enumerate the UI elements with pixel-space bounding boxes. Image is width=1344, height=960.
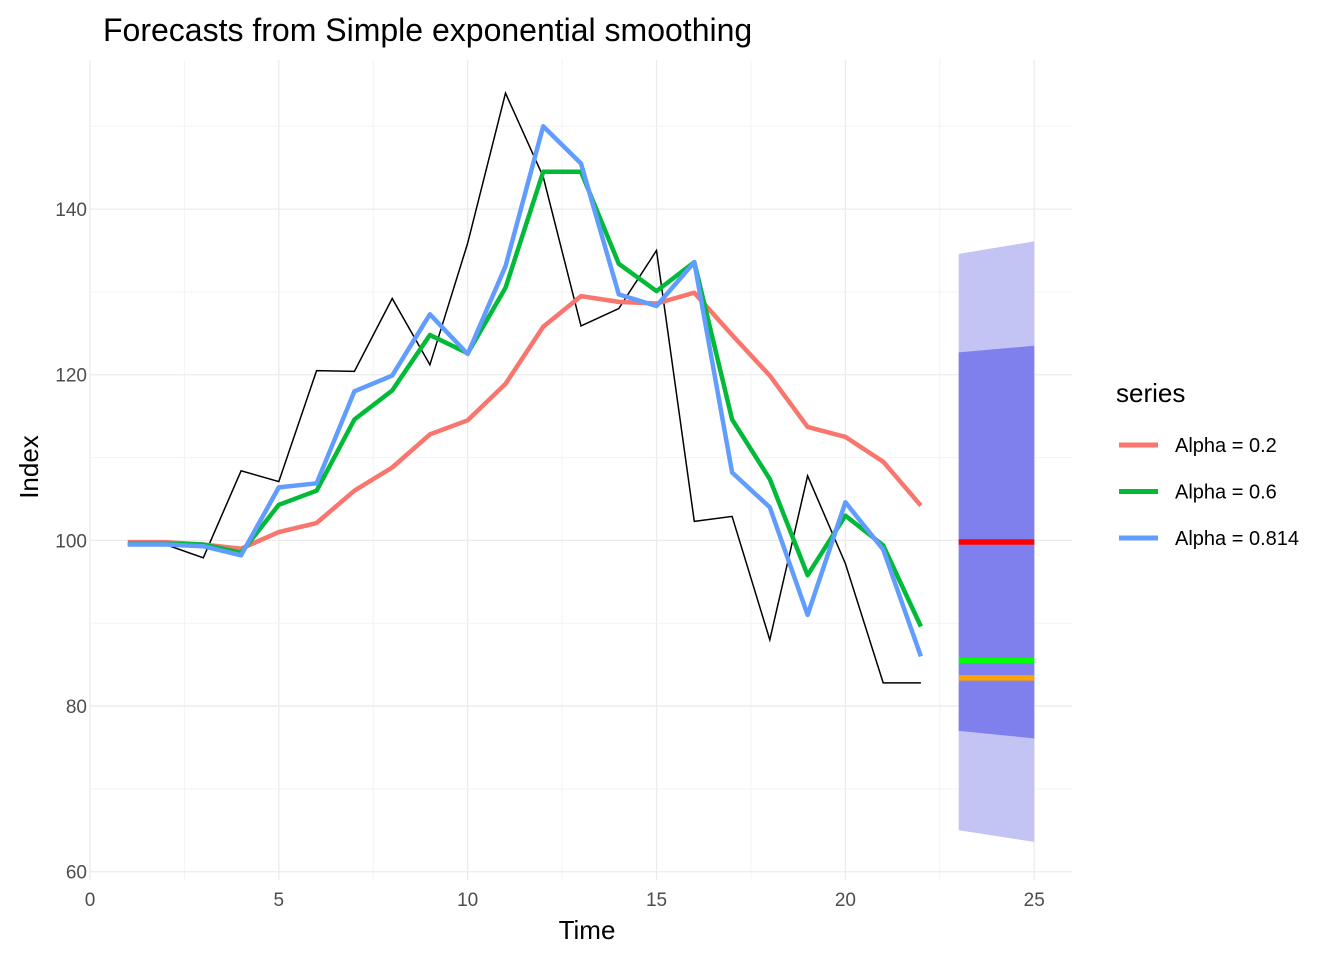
y-tick-label: 100 — [55, 531, 87, 552]
y-tick-label: 140 — [55, 200, 87, 221]
fitted-series-line — [127, 290, 923, 551]
fitted-series-line — [127, 124, 924, 658]
x-tick-label: 25 — [1024, 890, 1045, 911]
forecast-band — [958, 241, 1035, 842]
chart-title: Forecasts from Simple exponential smooth… — [103, 12, 752, 48]
fitted-series-line — [127, 169, 923, 628]
y-tick-label: 80 — [66, 697, 87, 718]
x-tick-label: 10 — [457, 890, 478, 911]
x-axis-title: Time — [559, 915, 616, 945]
grid — [89, 60, 1072, 880]
legend-title: series — [1116, 378, 1185, 408]
legend-label: Alpha = 0.2 — [1175, 435, 1277, 457]
series-lines — [127, 90, 924, 684]
y-axis-title: Index — [14, 435, 44, 499]
x-tick-label: 20 — [835, 890, 856, 911]
y-tick-label: 120 — [55, 366, 87, 387]
x-tick-label: 15 — [646, 890, 667, 911]
legend-label: Alpha = 0.814 — [1175, 528, 1299, 550]
axis-ticks: 0 5 10 15 20 25 60 80 100 120 140 — [55, 200, 1045, 911]
y-tick-label: 60 — [66, 863, 87, 884]
x-tick-label: 5 — [274, 890, 285, 911]
legend: series Alpha = 0.2 Alpha = 0.6 Alpha = 0.8… — [1116, 378, 1299, 550]
x-tick-label: 0 — [85, 890, 96, 911]
legend-label: Alpha = 0.6 — [1175, 482, 1277, 504]
